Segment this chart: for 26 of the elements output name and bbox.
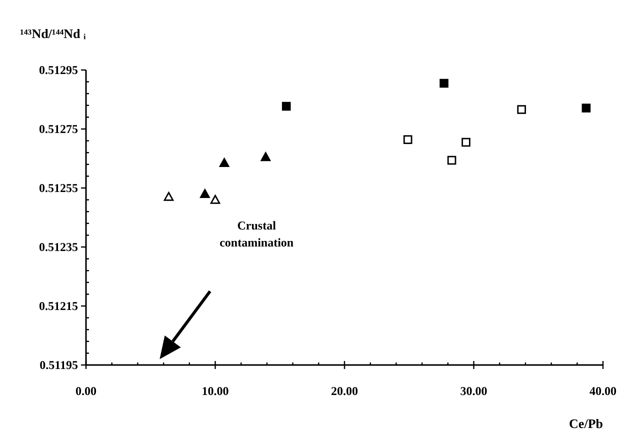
point xyxy=(447,156,456,165)
x-tick-label: 30.00 xyxy=(460,384,488,398)
annotation: Crustal contamination xyxy=(220,218,294,250)
y-tick-label: 0.51195 xyxy=(40,358,78,372)
x-axis-title: Ce/Pb xyxy=(569,416,603,431)
y-axis-title: ¹⁴³Nd/¹⁴⁴Nd ᵢ xyxy=(20,26,86,41)
point xyxy=(582,104,591,112)
point xyxy=(260,152,271,162)
point xyxy=(440,78,448,88)
y-tick-label: 0.51235 xyxy=(39,240,78,254)
point xyxy=(517,105,526,114)
y-tick-label: 0.51215 xyxy=(39,299,78,313)
x-tick-label: 40.00 xyxy=(590,384,616,398)
y-tick-label: 0.51295 xyxy=(39,63,78,77)
point xyxy=(200,189,210,198)
point xyxy=(164,192,174,201)
point xyxy=(462,138,470,147)
x-tick-label: 0.00 xyxy=(76,384,96,398)
point xyxy=(219,158,230,167)
y-tick-label: 0.51275 xyxy=(39,122,78,136)
point xyxy=(210,194,220,204)
x-tick-label: 20.00 xyxy=(331,384,358,398)
y-tick-label: 0.51255 xyxy=(39,181,78,195)
point xyxy=(403,135,412,144)
x-tick-label: 10.00 xyxy=(202,384,229,398)
point xyxy=(282,102,291,111)
